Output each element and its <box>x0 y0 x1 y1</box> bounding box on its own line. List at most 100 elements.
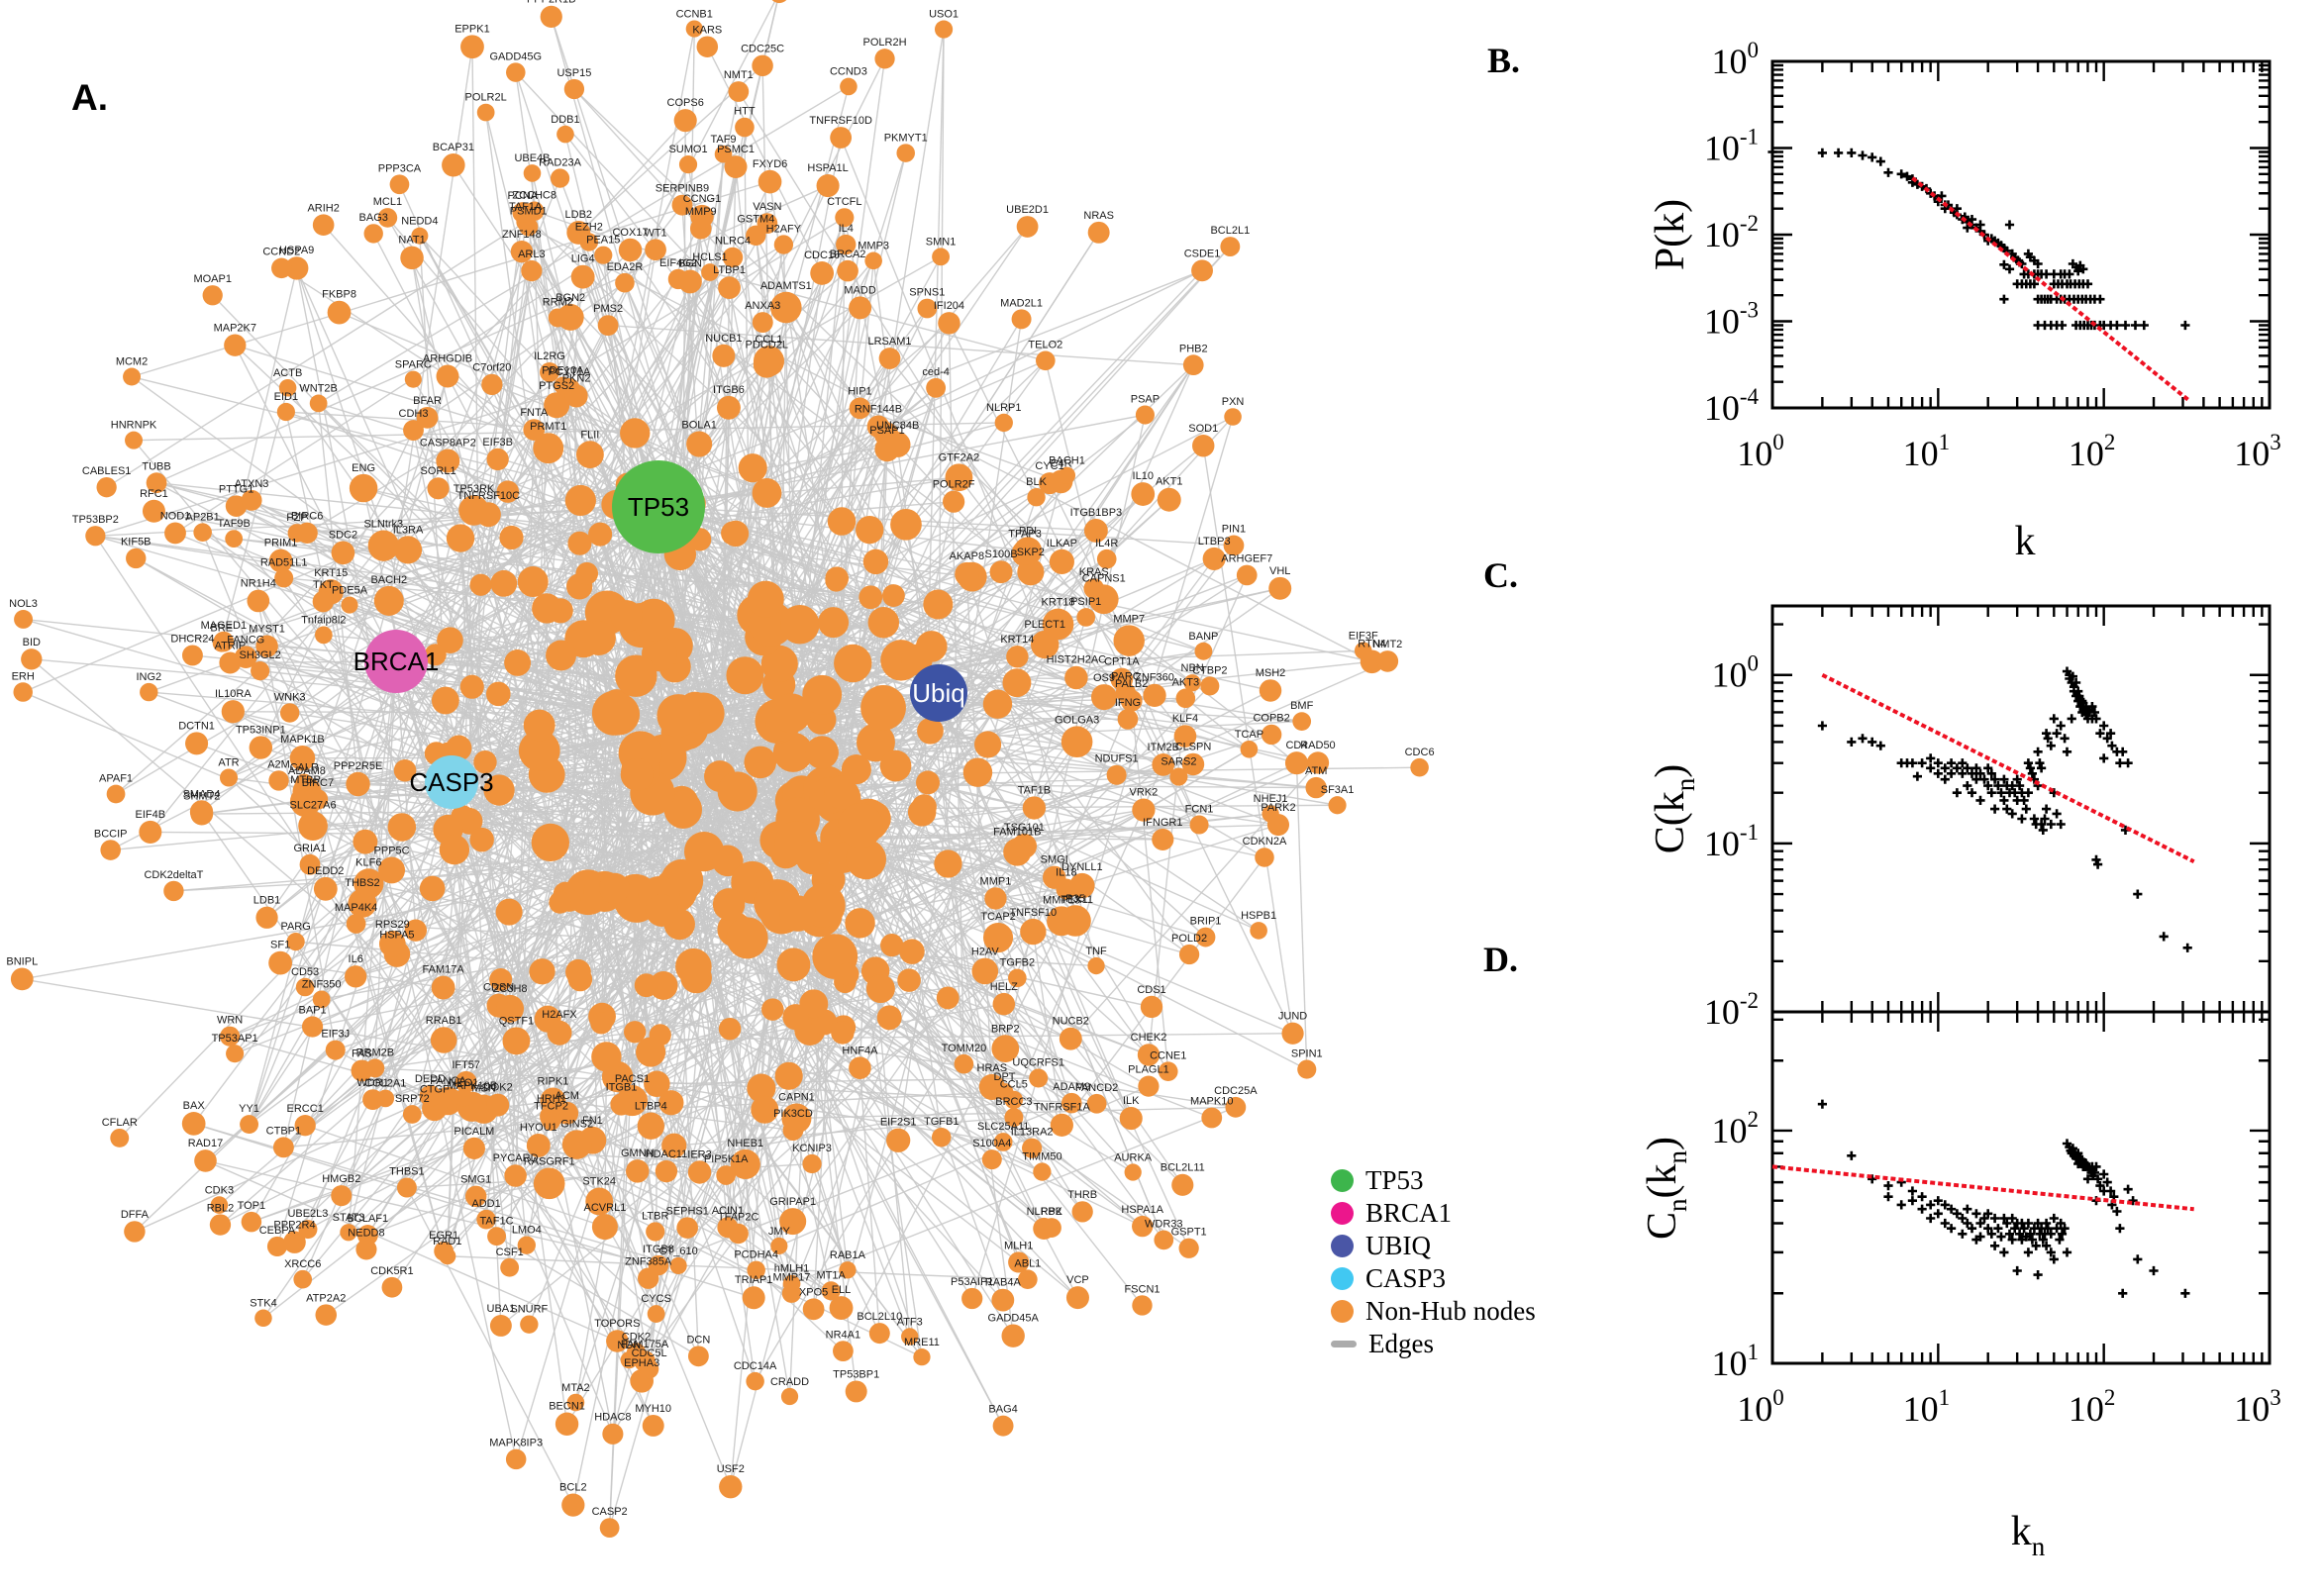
network-node <box>825 566 850 590</box>
network-edge <box>842 885 1083 1351</box>
network-node <box>716 395 741 420</box>
network-node <box>916 770 941 795</box>
network-node <box>974 731 1002 758</box>
network-node <box>221 700 245 724</box>
network-edge <box>282 660 397 1148</box>
network-node <box>1090 684 1118 711</box>
network-node <box>858 585 883 610</box>
network-node <box>827 507 857 536</box>
network-node <box>532 593 562 624</box>
network-node <box>746 225 766 246</box>
network-node <box>1195 927 1216 948</box>
network-edge <box>462 692 940 818</box>
network-node <box>961 1287 983 1310</box>
network-edge <box>565 1227 688 1425</box>
network-node <box>486 681 511 707</box>
plot-frame <box>1770 59 2272 410</box>
legend-label: Edges <box>1368 1329 1434 1358</box>
network-edge <box>395 660 1015 1119</box>
network-node <box>476 1209 496 1230</box>
plot-frame <box>1770 1010 2272 1365</box>
legend-label: BRCA1 <box>1365 1198 1453 1228</box>
network-node <box>1067 905 1086 924</box>
network-edge <box>388 47 473 602</box>
network-node <box>348 888 377 918</box>
network-edge <box>234 345 397 662</box>
network-node <box>556 1101 579 1125</box>
legend-item-ubiq: UBIQ <box>1331 1230 1536 1262</box>
network-edge <box>248 223 768 1125</box>
network-node <box>436 364 459 388</box>
network-node <box>1029 1068 1049 1088</box>
network-node <box>547 1020 572 1046</box>
network-node <box>464 1185 487 1208</box>
network-node <box>726 656 764 695</box>
network-node <box>594 246 613 264</box>
network-node <box>249 736 273 759</box>
network-node <box>1017 558 1045 586</box>
network-edge <box>790 246 1231 714</box>
network-node <box>194 1149 217 1172</box>
network-edge <box>395 660 696 709</box>
network-node <box>718 1017 742 1041</box>
network-node <box>615 654 657 697</box>
network-node <box>1132 798 1156 822</box>
network-node <box>1059 1027 1082 1050</box>
network-edge <box>795 545 1235 1119</box>
node-swatch-icon <box>1331 1300 1354 1323</box>
network-node <box>219 651 242 674</box>
network-edge <box>706 46 823 274</box>
network-node <box>644 1070 670 1098</box>
network-node <box>735 117 755 138</box>
network-edge <box>285 411 1132 702</box>
axis-ticks <box>1770 1012 2272 1365</box>
network-edge <box>608 324 1194 366</box>
network-node <box>1060 726 1093 758</box>
network-edge <box>843 692 940 1028</box>
network-node <box>309 394 328 413</box>
network-edge <box>538 1003 815 1147</box>
network-node <box>299 853 321 875</box>
network-node <box>773 235 794 254</box>
network-node <box>268 770 289 791</box>
network-node <box>753 350 780 378</box>
network-node <box>1137 1044 1161 1066</box>
network-node <box>475 502 501 528</box>
network-node <box>517 566 549 598</box>
network-node <box>658 1090 684 1116</box>
network-node <box>634 973 658 998</box>
network-node <box>742 1286 765 1310</box>
network-node <box>782 1274 801 1293</box>
network-edge <box>1121 678 1294 1035</box>
network-node <box>760 645 798 682</box>
edge-swatch-icon <box>1331 1341 1357 1347</box>
network-edge <box>1016 851 1132 1119</box>
network-node <box>655 1159 678 1183</box>
network-node <box>984 887 1007 910</box>
network-edge <box>451 720 778 783</box>
network-edge <box>22 978 1004 1144</box>
network-node <box>896 144 915 162</box>
network-node <box>436 449 460 473</box>
network-node <box>876 1005 902 1031</box>
node-swatch-icon <box>1331 1235 1354 1257</box>
network-node <box>864 251 882 270</box>
network-edge <box>680 120 686 803</box>
network-node <box>716 1165 737 1185</box>
network-edge <box>205 1159 659 1266</box>
network-node <box>1173 725 1197 748</box>
network-node <box>402 1105 422 1124</box>
network-node <box>779 895 817 932</box>
network-edge <box>948 323 1200 826</box>
legend-label: Non-Hub nodes <box>1365 1296 1536 1326</box>
network-node <box>915 631 948 662</box>
network-edge <box>262 715 679 1319</box>
network-edge <box>657 1102 1072 1266</box>
network-node <box>1175 688 1196 709</box>
network-node <box>1011 833 1038 859</box>
network-node <box>1056 878 1077 900</box>
network-edge <box>938 692 965 1064</box>
network-edge <box>614 887 1045 1230</box>
network-node <box>431 686 459 715</box>
network-edge <box>656 1077 1039 1085</box>
